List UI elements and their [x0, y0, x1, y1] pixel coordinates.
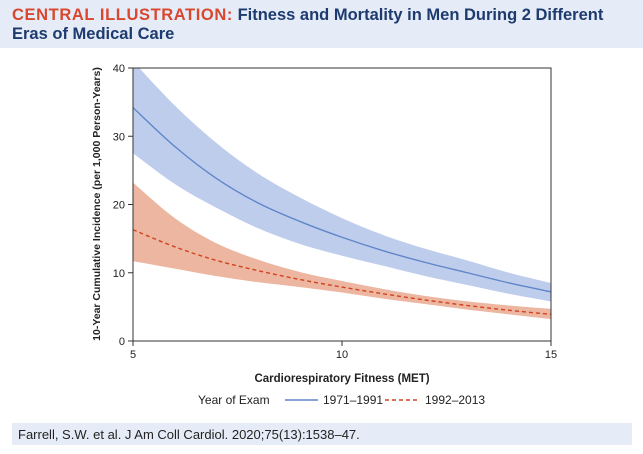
y-axis: 0 10 20 30 40 [113, 63, 133, 348]
confidence-bands [133, 68, 551, 320]
title-prefix: CENTRAL ILLUSTRATION: [12, 6, 233, 24]
band-1992-2013 [133, 182, 551, 320]
header-band: CENTRAL ILLUSTRATION: Fitness and Mortal… [0, 0, 643, 48]
footer: Farrell, S.W. et al. J Am Coll Cardiol. … [0, 420, 643, 454]
y-tick-label: 10 [113, 268, 125, 280]
plot-frame [132, 67, 552, 342]
legend-label-1971-1991: 1971–1991 [323, 393, 383, 407]
x-tick-label: 5 [130, 349, 136, 361]
y-tick-label: 40 [113, 63, 125, 75]
y-tick-label: 30 [113, 131, 125, 143]
legend-title: Year of Exam [198, 393, 270, 407]
legend-label-1992-2013: 1992–2013 [425, 393, 485, 407]
chart-area: 5 10 15 0 10 20 30 40 Cardiorespiratory Fitnes… [0, 48, 643, 420]
line-1992-2013 [133, 229, 551, 316]
chart: 5 10 15 0 10 20 30 40 Cardiorespiratory Fitnes… [91, 63, 557, 407]
x-tick-label: 10 [336, 349, 348, 361]
series-lines [133, 107, 551, 316]
y-axis-label: 10-Year Cumulative Incidence (per 1,000 … [91, 67, 103, 341]
x-axis: 5 10 15 [130, 341, 557, 361]
citation-text: Farrell, S.W. et al. J Am Coll Cardiol. … [18, 427, 360, 442]
title-text: Fitness and Mortality in Men During 2 Di… [12, 6, 604, 43]
citation-box: Farrell, S.W. et al. J Am Coll Cardiol. … [12, 423, 632, 445]
line-1971-1991 [133, 107, 551, 293]
band-1971-1991 [133, 68, 551, 302]
legend: Year of Exam 1971–1991 1992–2013 [198, 393, 485, 407]
page-title: CENTRAL ILLUSTRATION: Fitness and Mortal… [12, 6, 637, 44]
y-tick-label: 20 [113, 200, 125, 212]
x-axis-label: Cardiorespiratory Fitness (MET) [254, 373, 429, 385]
x-tick-label: 15 [545, 349, 557, 361]
y-tick-label: 0 [119, 336, 125, 348]
